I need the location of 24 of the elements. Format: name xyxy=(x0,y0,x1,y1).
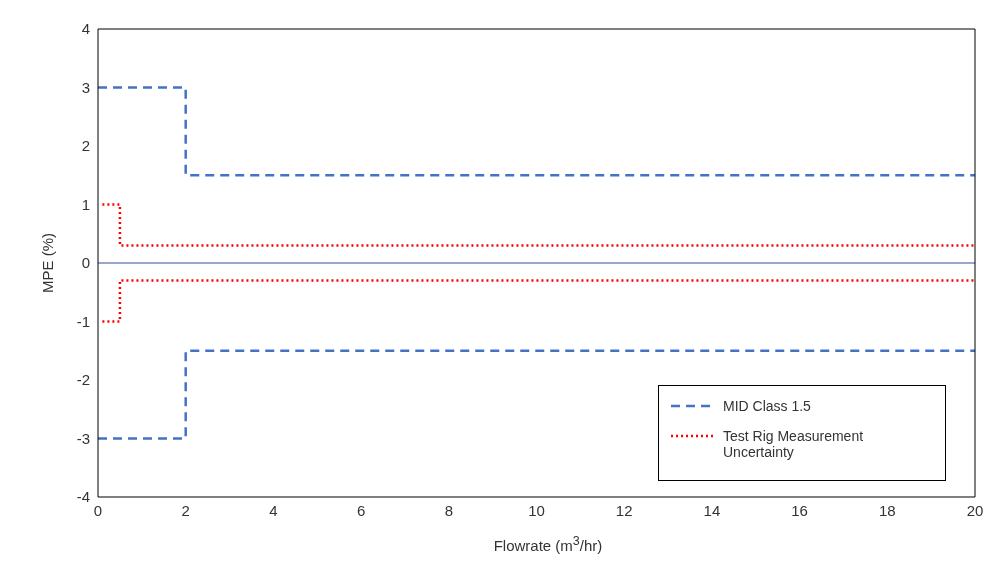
y-tick-label: 4 xyxy=(81,20,90,38)
x-tick-label: 14 xyxy=(703,501,721,519)
y-tick-label: 0 xyxy=(81,254,90,272)
y-tick-label: 3 xyxy=(81,78,90,96)
y-tick-label: -2 xyxy=(76,371,90,389)
y-tick-label: -4 xyxy=(76,488,90,506)
x-tick-label: 8 xyxy=(444,501,453,519)
y-tick-label: -3 xyxy=(76,429,90,447)
y-tick-label: 1 xyxy=(81,195,90,213)
x-tick-label: 2 xyxy=(181,501,190,519)
x-axis-title: Flowrate (m$^{3}$/hr) xyxy=(492,534,604,554)
x-tick-label: 18 xyxy=(878,501,896,519)
x-tick-label: 10 xyxy=(528,501,545,519)
legend-label: MID Class 1.5 xyxy=(723,398,812,414)
y-tick-label: 2 xyxy=(81,137,90,155)
x-tick-label: 4 xyxy=(269,501,278,519)
y-tick-label: -1 xyxy=(76,312,90,330)
x-tick-label: 16 xyxy=(791,501,808,519)
x-tick-label: 12 xyxy=(615,501,633,519)
y-axis-title: MPE (%) xyxy=(39,233,57,293)
x-tick-label: 20 xyxy=(966,501,984,519)
x-tick-label: 6 xyxy=(356,501,366,519)
legend-label: Test Rig Measurement Uncertainty xyxy=(723,428,865,460)
x-tick-label: 0 xyxy=(93,501,103,519)
